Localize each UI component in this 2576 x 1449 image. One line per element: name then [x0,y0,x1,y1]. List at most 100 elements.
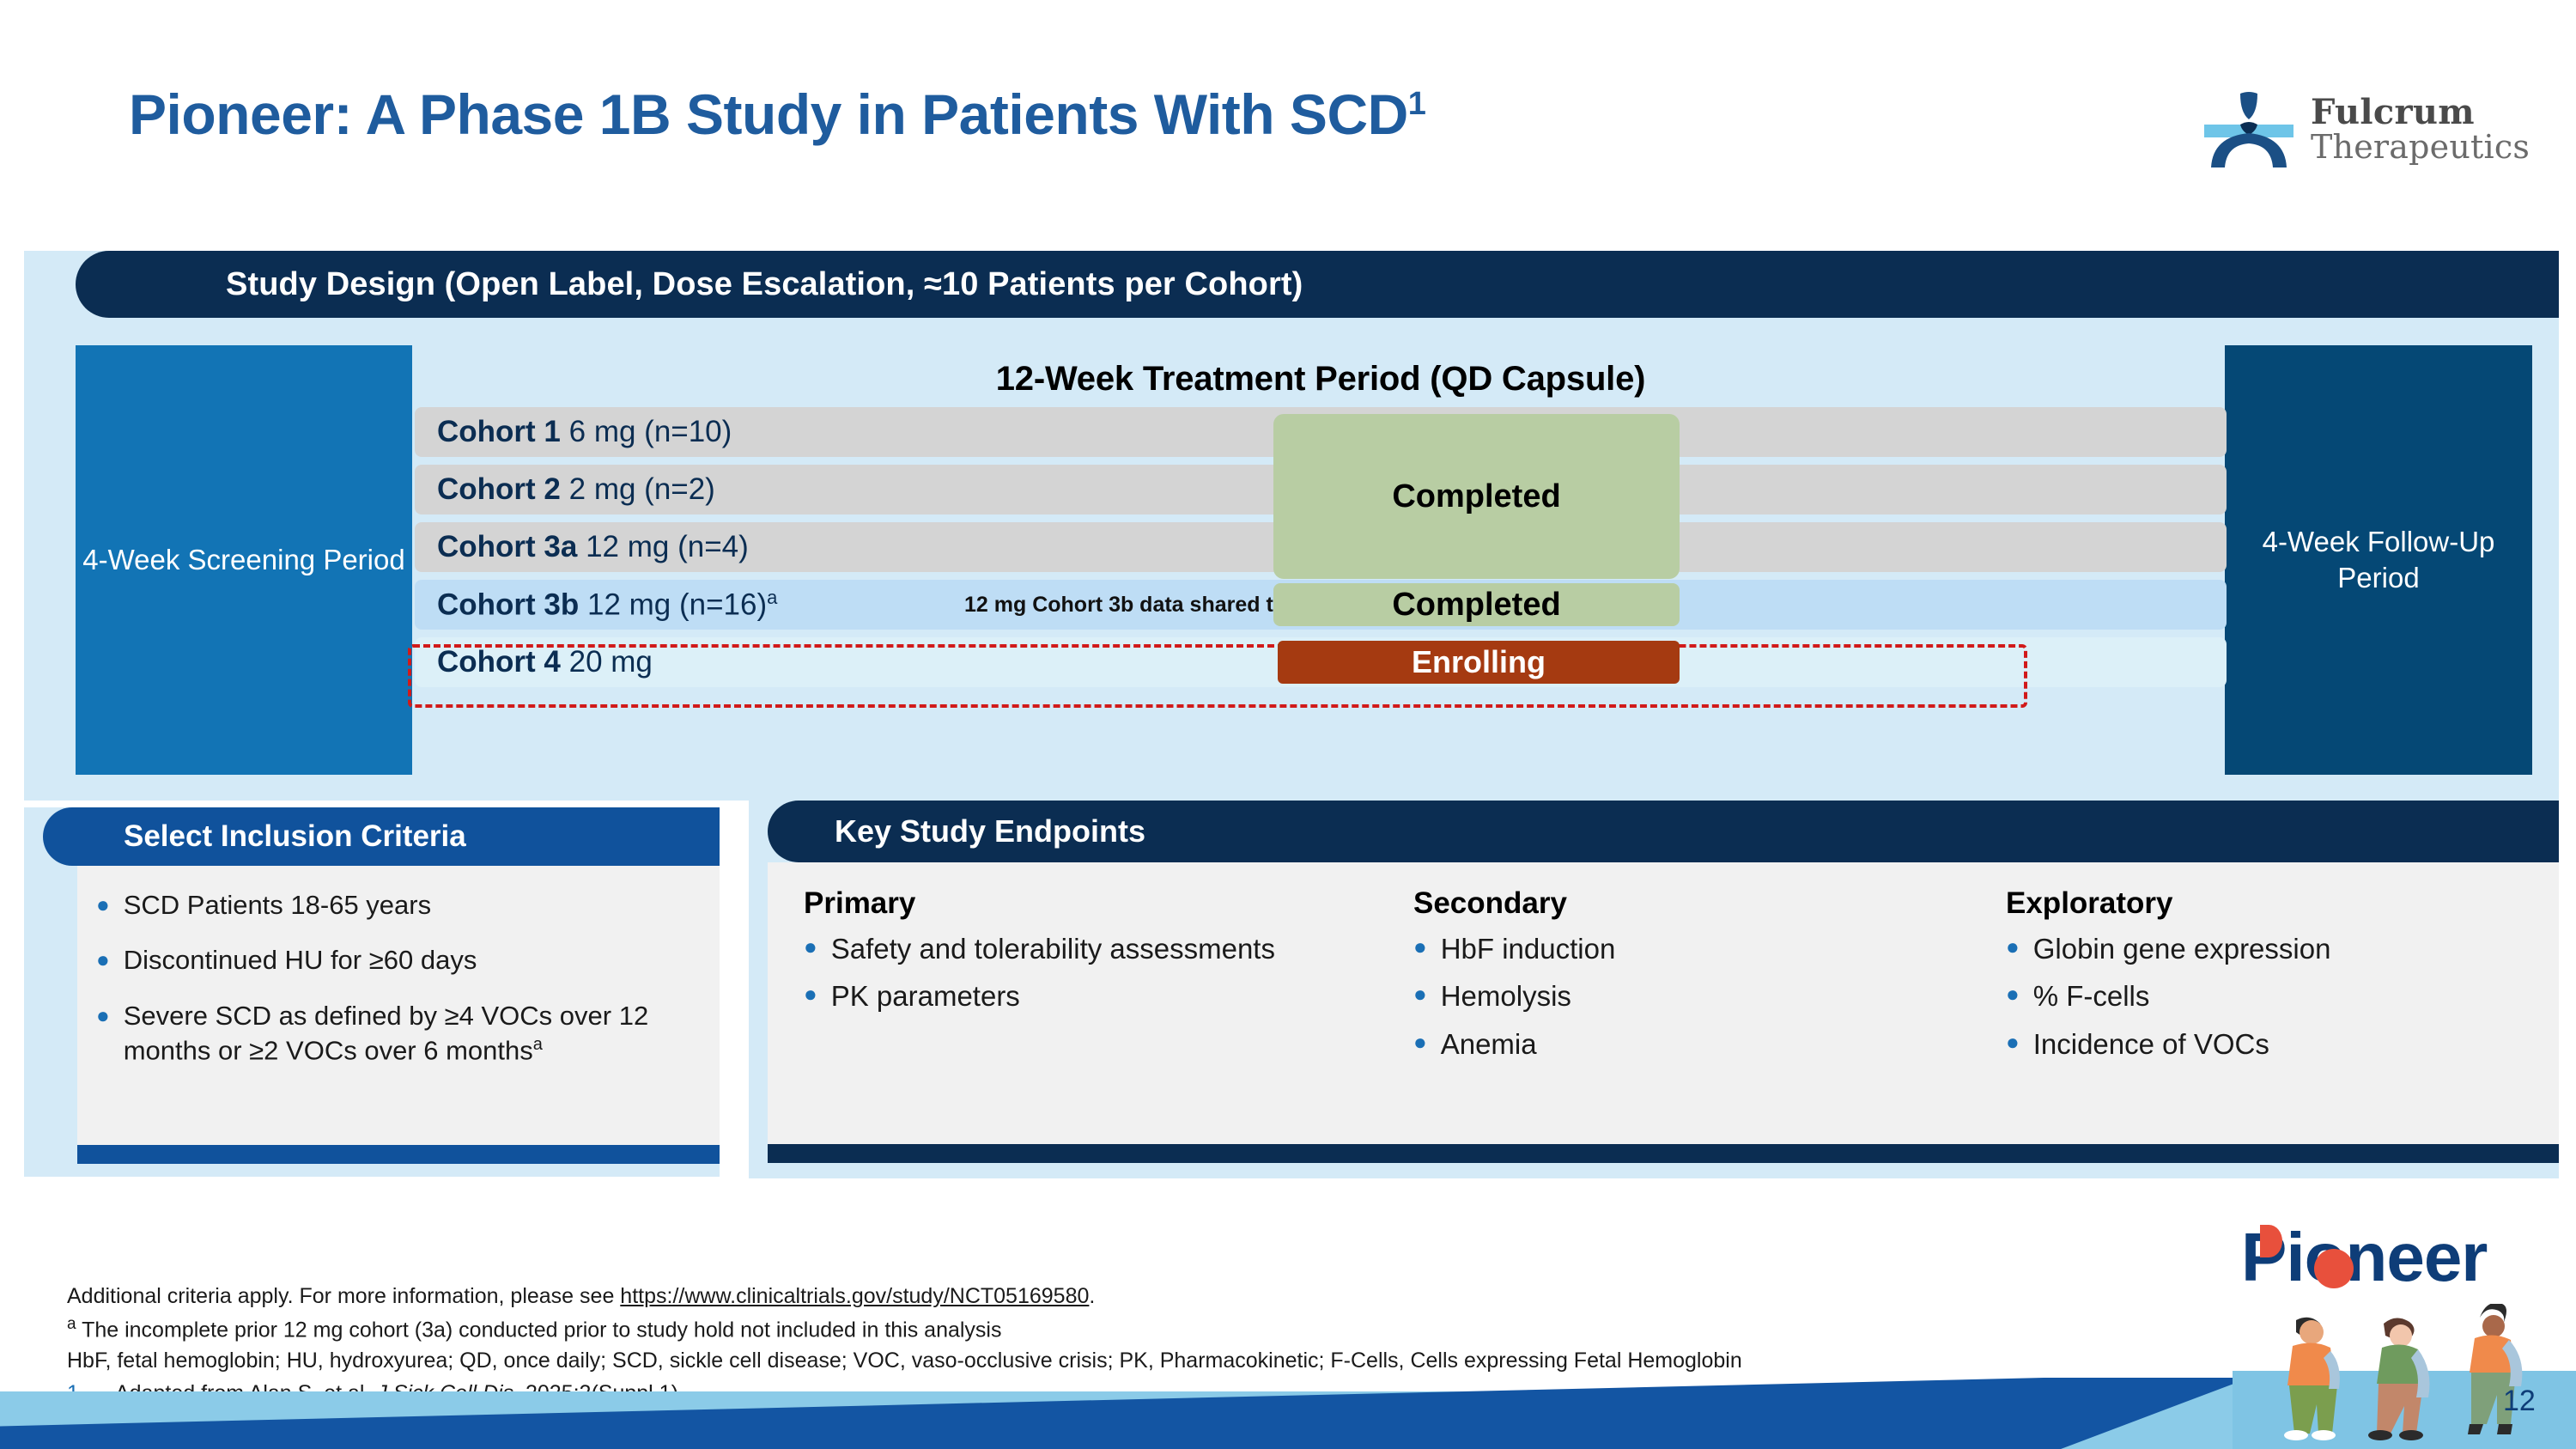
key-study-endpoints-card: Key Study Endpoints Primary ● Safety and… [749,801,2559,1178]
list-item-label: Discontinued HU for ≥60 days [123,945,477,976]
pioneer-wordmark: Pioneer [2241,1219,2488,1295]
bullet-icon: ● [2006,981,2020,1008]
cohort-rows: Cohort 1 6 mg (n=10) Cohort 2 2 mg (n=2)… [408,407,2227,708]
cohort-dose: 6 mg (n=10) [568,415,732,448]
clinicaltrials-link[interactable]: https://www.clinicaltrials.gov/study/NCT… [620,1284,1090,1308]
cohort-label: Cohort 3b 12 mg (n=16)a [437,587,777,623]
cohort-name: Cohort 4 [437,645,561,679]
list-item: ● % F-cells [2006,978,2537,1014]
list-item: ● Anemia [1413,1026,1987,1062]
list-item-label: Hemolysis [1440,980,1571,1013]
pioneer-logo-block: Pioneer [2233,1218,2576,1449]
fulcrum-sub: Therapeutics [2311,128,2530,167]
walking-figure-icon [2468,1304,2523,1434]
footnote-text: . [1089,1284,1096,1308]
fulcrum-wordmark: Fulcrum Therapeutics [2311,92,2530,167]
footnote-line-abbreviations: HbF, fetal hemoglobin; HU, hydroxyurea; … [67,1348,1742,1373]
list-item-label: SCD Patients 18-65 years [123,890,432,920]
cohort-name: Cohort 3a [437,530,578,563]
bullet-icon: ● [1413,981,1427,1008]
screening-period-block: 4-Week Screening Period [76,345,412,775]
cohort-name: Cohort 3b [437,588,580,622]
bullet-icon: ● [96,1002,110,1028]
list-item-label: PK parameters [830,980,1020,1013]
bullet-icon: ● [804,934,817,959]
list-item-label: Globin gene expression [2032,933,2331,965]
cohort-dose: 20 mg [568,645,653,679]
inclusion-criteria-body: ● SCD Patients 18-65 years ● Discontinue… [77,866,720,1145]
page-number: 12 [2503,1385,2536,1417]
treatment-period-area: 12-Week Treatment Period (QD Capsule) Co… [408,341,2227,779]
cohort-dose: 2 mg (n=2) [568,472,715,506]
bullet-icon: ● [804,981,817,1008]
key-study-endpoints-header: Key Study Endpoints [768,801,2559,862]
list-item: ● HbF induction [1413,931,1987,966]
footnote-marker: a [532,1034,543,1054]
page-title: Pioneer: A Phase 1B Study in Patients Wi… [129,82,1426,147]
fulcrum-name: Fulcrum [2311,92,2475,133]
cohort-data-note: 12 mg Cohort 3b data shared today [964,592,1324,617]
study-design-panel: Study Design (Open Label, Dose Escalatio… [24,251,2559,801]
inclusion-criteria-header-label: Select Inclusion Criteria [124,819,466,853]
endpoint-column-secondary: Secondary ● HbF induction ● Hemolysis ● … [1394,886,1987,1144]
walking-figure-icon [2284,1317,2340,1440]
footnote-marker: a [67,1314,76,1333]
list-item-label: Anemia [1440,1027,1537,1060]
inclusion-criteria-footer-bar [77,1145,720,1164]
list-item: ● PK parameters [804,978,1394,1014]
bullet-icon: ● [96,947,110,973]
bullet-icon: ● [2006,1028,2020,1055]
list-item: ● Safety and tolerability assessments [804,931,1394,966]
key-study-endpoints-footer-bar [768,1144,2559,1163]
inclusion-criteria-card: Select Inclusion Criteria ● SCD Patients… [24,807,720,1177]
page-title-text: Pioneer: A Phase 1B Study in Patients Wi… [129,82,1408,146]
cohort-dose: 12 mg (n=16) [587,588,768,622]
footnote-text: Additional criteria apply. For more info… [67,1284,621,1308]
pioneer-dot-icon [2314,1249,2354,1288]
fulcrum-arch-icon [2202,90,2295,169]
followup-period-block: 4-Week Follow-Up Period [2225,345,2532,775]
cohort-label: Cohort 1 6 mg (n=10) [437,415,732,449]
cohort-row: Cohort 4 20 mg Enrolling [415,637,2227,687]
list-item-label: Incidence of VOCs [2032,1027,2269,1060]
treatment-period-title: 12-Week Treatment Period (QD Capsule) [995,360,1646,398]
bullet-icon: ● [2006,934,2020,959]
cohort-dose: 12 mg (n=4) [586,530,749,563]
list-item-label: Severe SCD as defined by ≥4 VOCs over 12… [123,1000,649,1066]
list-item-label: HbF induction [1440,933,1616,965]
list-item: ● Discontinued HU for ≥60 days [96,943,697,977]
status-badge-enrolling: Enrolling [1278,641,1680,684]
endpoint-column-title: Secondary [1413,886,1567,920]
inclusion-criteria-header: Select Inclusion Criteria [43,807,720,866]
list-item: ● Severe SCD as defined by ≥4 VOCs over … [96,999,697,1068]
study-design-header-label: Study Design (Open Label, Dose Escalatio… [226,265,1303,302]
study-design-header: Study Design (Open Label, Dose Escalatio… [76,251,2559,318]
page-title-superscript: 1 [1407,86,1426,122]
key-study-endpoints-header-label: Key Study Endpoints [835,813,1146,849]
endpoint-column-primary: Primary ● Safety and tolerability assess… [768,886,1394,1144]
cohort-name: Cohort 1 [437,415,561,448]
cohort-footnote-marker: a [767,587,778,609]
footnote-line-criteria: Additional criteria apply. For more info… [67,1282,1742,1312]
footnotes: Additional criteria apply. For more info… [67,1282,1742,1409]
fulcrum-logo: Fulcrum Therapeutics [2202,90,2530,169]
cohort-row-highlighted: Cohort 3b 12 mg (n=16)a 12 mg Cohort 3b … [415,580,2227,630]
bullet-icon: ● [1413,1028,1427,1055]
status-badge-completed: Completed [1273,583,1680,626]
cohort-name: Cohort 2 [437,472,561,506]
bullet-icon: ● [1413,934,1427,959]
list-item-label: % F-cells [2032,980,2150,1013]
cohort-label: Cohort 3a 12 mg (n=4) [437,530,749,564]
list-item: ● Globin gene expression [2006,931,2537,966]
list-item: ● SCD Patients 18-65 years [96,888,697,922]
walking-figure-icon [2368,1318,2430,1440]
list-item-label: Safety and tolerability assessments [830,933,1275,965]
cohort-label: Cohort 2 2 mg (n=2) [437,472,715,507]
key-study-endpoints-body: Primary ● Safety and tolerability assess… [768,862,2559,1144]
status-badge-completed-group: Completed [1273,414,1680,579]
bullet-icon: ● [96,892,110,917]
pioneer-p-accent-icon [2260,1225,2282,1257]
footnote-line-a: a The incomplete prior 12 mg cohort (3a)… [67,1312,1742,1346]
list-item: ● Incidence of VOCs [2006,1026,2537,1062]
